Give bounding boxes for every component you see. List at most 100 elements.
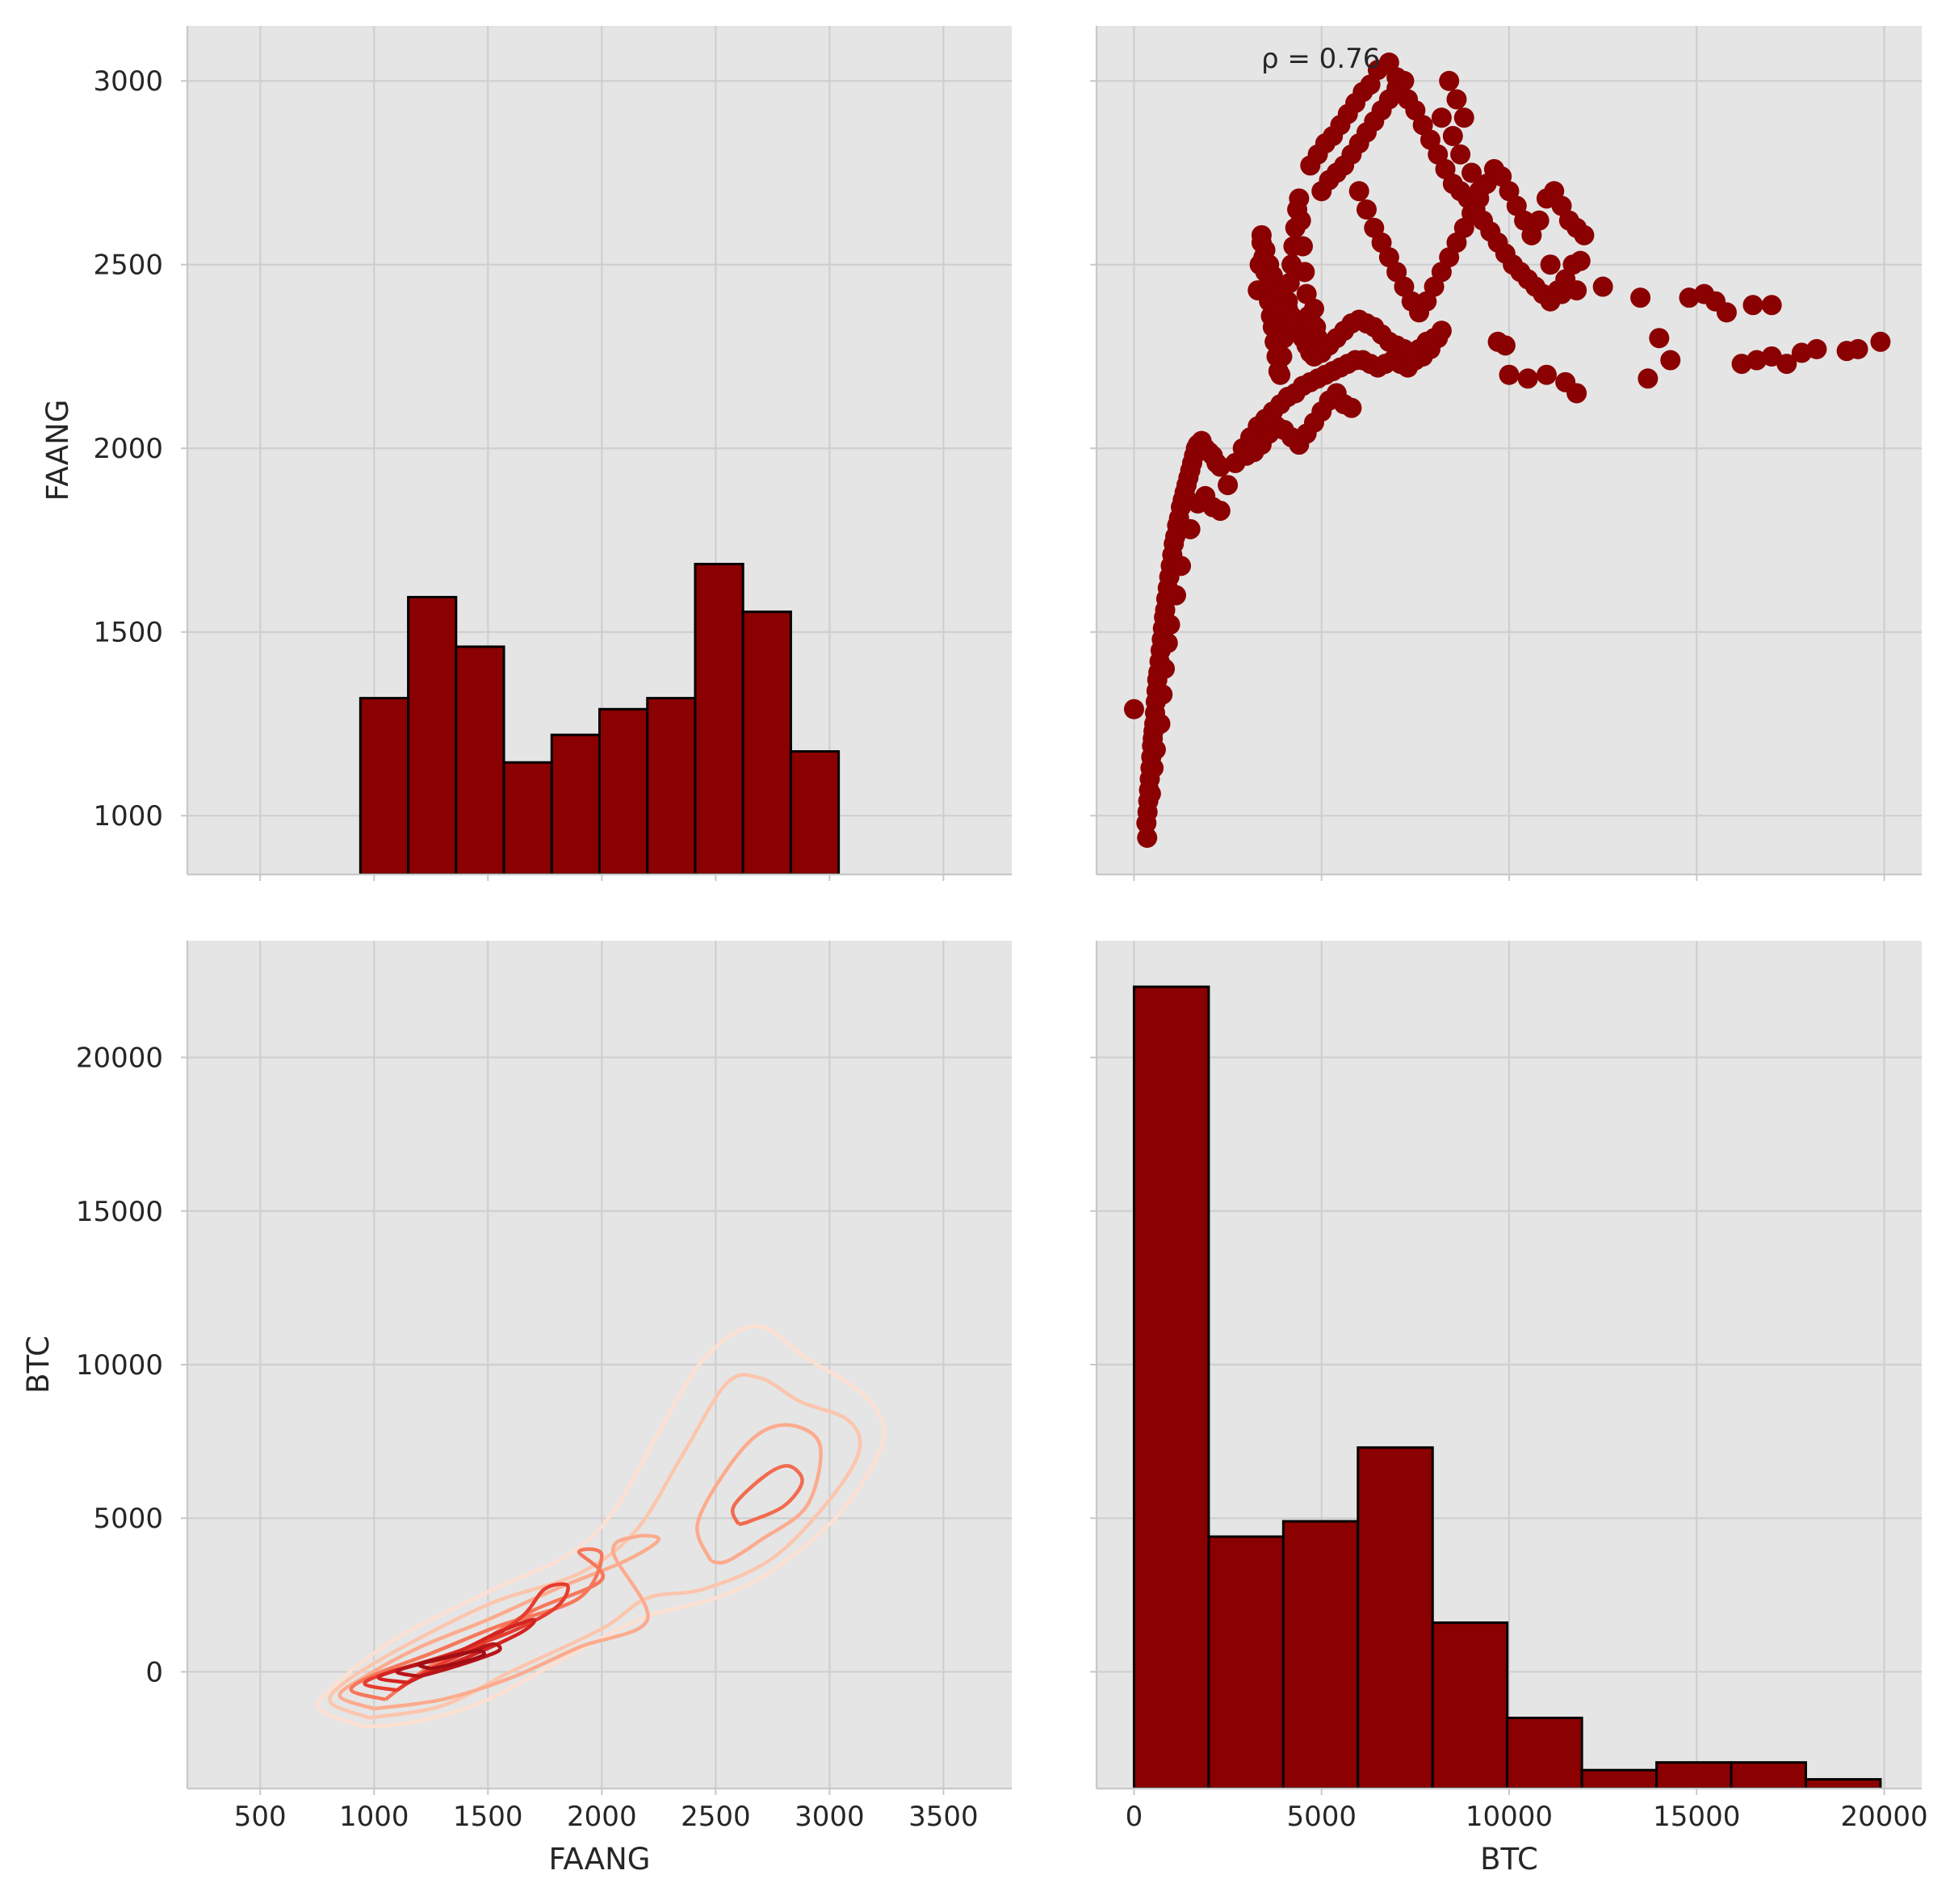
scatter-point <box>1870 331 1891 352</box>
scatter-point <box>1160 614 1180 635</box>
kde-contour-line <box>395 1642 502 1679</box>
scatter-point <box>1536 364 1557 385</box>
scatter-point <box>1341 397 1362 418</box>
histogram-bar <box>1655 1761 1733 1789</box>
histogram-bar <box>550 733 601 874</box>
x-axis-label: BTC <box>1480 1842 1538 1877</box>
marks-group <box>1132 985 1882 1789</box>
scatter-point <box>1716 302 1737 323</box>
x-tick-label: 5000 <box>1286 1801 1357 1833</box>
scatter-point <box>1155 658 1176 679</box>
scatter-point <box>1574 224 1595 245</box>
y-tick-label: 15000 <box>76 1196 163 1228</box>
scatter-point <box>1776 354 1797 375</box>
scatter-point <box>1123 698 1144 719</box>
panel-bottom-left: 500 1000 1500 2000 2500 3000 3500 0 5000 10000 150… <box>21 941 1012 1877</box>
scatter-point <box>1273 328 1294 349</box>
marks-group <box>317 1324 887 1730</box>
scatter-point <box>1143 757 1164 778</box>
x-tick-label: 2500 <box>681 1801 751 1833</box>
histogram-bar <box>1804 1778 1882 1789</box>
y-tick-label: 5000 <box>93 1503 163 1535</box>
scatter-point <box>1742 295 1763 316</box>
scatter-point <box>1171 556 1192 577</box>
marks-group <box>359 563 841 874</box>
histogram-bar <box>359 697 410 874</box>
scatter-point <box>1529 210 1550 231</box>
scatter-point <box>1660 350 1681 371</box>
histogram-bar <box>455 645 505 874</box>
scatter-point <box>1150 713 1171 734</box>
scatter-point <box>1761 295 1782 316</box>
histogram-bar <box>1580 1768 1659 1789</box>
x-tick-label: 1500 <box>453 1801 523 1833</box>
histogram-bar <box>1506 1717 1583 1789</box>
scatter-point <box>1180 518 1201 539</box>
histogram-bar <box>407 595 458 874</box>
histogram-bar <box>502 761 553 874</box>
scatter-point <box>1469 181 1490 202</box>
scatter-point <box>1210 501 1231 522</box>
correlation-annotation: ρ = 0.76 <box>1261 43 1380 75</box>
kde-contour-line <box>417 1649 486 1671</box>
scatter-point <box>1293 236 1313 257</box>
scatter-point <box>1461 162 1482 183</box>
y-tick-label: 2500 <box>93 250 163 282</box>
scatter-point <box>1570 250 1591 271</box>
scatter-point <box>1290 210 1311 231</box>
scatter-point <box>1431 321 1452 342</box>
x-tick-label: 0 <box>1126 1801 1143 1833</box>
scatter-point <box>1165 585 1186 606</box>
histogram-bar <box>598 707 649 874</box>
x-tick-label: 10000 <box>1466 1801 1553 1833</box>
scatter-point <box>1517 368 1538 389</box>
scatter-point <box>1847 338 1868 359</box>
histogram-bar <box>789 750 841 874</box>
scatter-point <box>1638 368 1659 389</box>
histogram-bar <box>1207 1535 1285 1789</box>
x-tick-label: 500 <box>234 1801 287 1833</box>
x-tick-label: 3500 <box>908 1801 979 1833</box>
scatter-point <box>1566 383 1587 404</box>
scatter-point <box>1439 70 1460 91</box>
kde-contour-line <box>328 1373 862 1720</box>
scatter-point <box>1270 364 1291 385</box>
y-axis-label: BTC <box>21 1336 56 1394</box>
scatter-point <box>1272 346 1293 367</box>
scatter-point <box>1140 783 1161 804</box>
x-tick-label: 2000 <box>567 1801 637 1833</box>
x-tick-label: 15000 <box>1653 1801 1740 1833</box>
scatter-point <box>1152 684 1173 705</box>
scatter-point <box>1446 89 1467 110</box>
y-tick-label: 0 <box>145 1656 163 1688</box>
scatter-point <box>1145 739 1166 760</box>
scatter-point <box>1442 125 1463 146</box>
kde-contour-line <box>338 1533 661 1711</box>
panel-bottom-right: 0 5000 10000 15000 20000 BTC <box>1090 941 1928 1877</box>
scatter-point <box>1566 280 1587 301</box>
scatter-point <box>1289 188 1310 209</box>
scatter-point <box>1540 254 1561 275</box>
scatter-point <box>1761 346 1782 367</box>
scatter-point <box>1303 298 1324 319</box>
scatter-point <box>1630 287 1651 308</box>
x-axis-label: FAANG <box>549 1842 651 1877</box>
scatter-point <box>1348 181 1369 202</box>
scatter-point <box>1386 67 1407 88</box>
marks-group <box>1123 52 1891 849</box>
histogram-bar <box>741 610 792 874</box>
scatter-point <box>1495 335 1516 356</box>
x-tick-label: 3000 <box>795 1801 865 1833</box>
histogram-bar <box>1357 1446 1434 1789</box>
histogram-bar <box>646 697 697 874</box>
scatter-point <box>1431 107 1452 128</box>
panel-top-left: 1000 1500 2000 2500 3000 FAANG <box>40 26 1012 881</box>
histogram-bar <box>1730 1761 1807 1789</box>
histogram-bar <box>1431 1621 1509 1789</box>
y-axis-label: FAANG <box>40 400 75 501</box>
y-tick-label: 10000 <box>76 1349 163 1382</box>
scatter-point <box>1157 632 1178 653</box>
scatter-point <box>1218 475 1239 496</box>
y-tick-label: 3000 <box>93 65 163 98</box>
